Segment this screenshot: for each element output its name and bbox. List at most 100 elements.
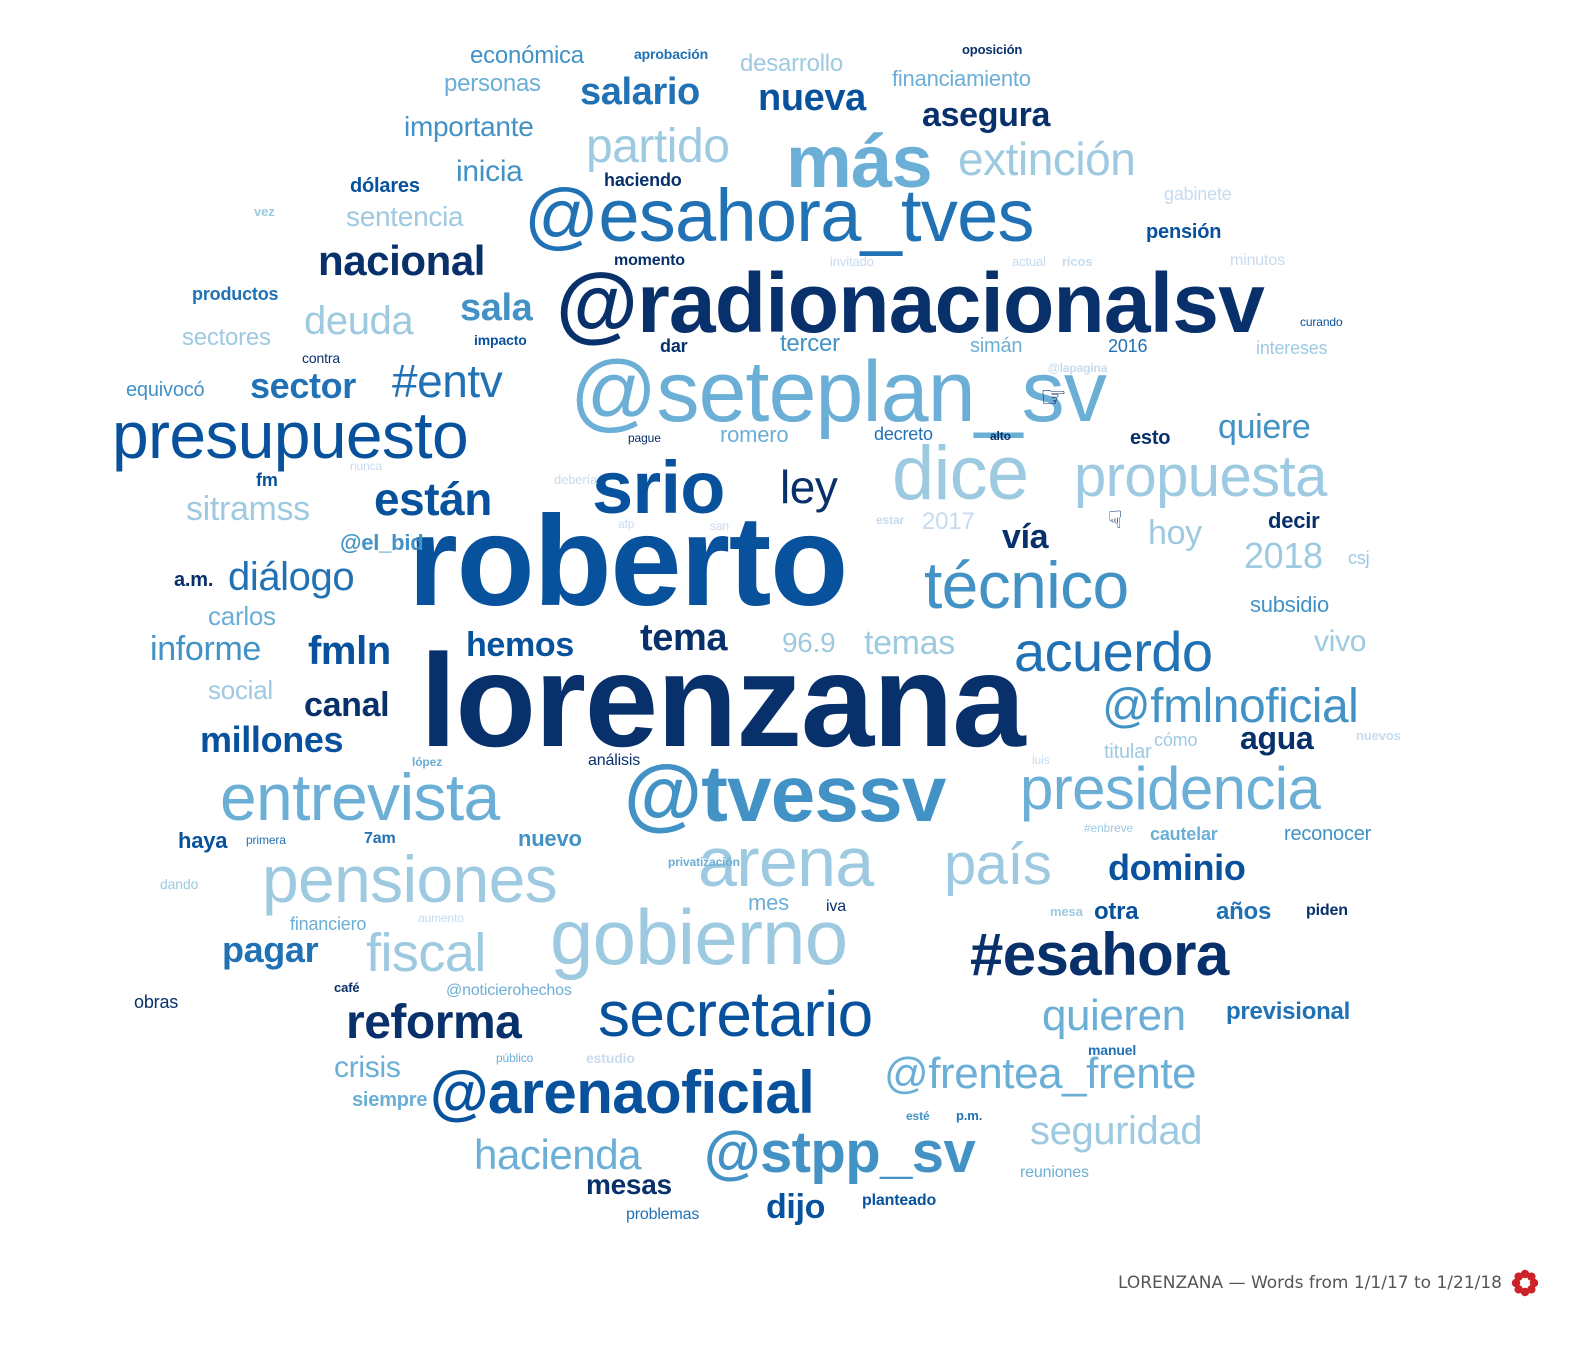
word-hacienda: hacienda [474, 1130, 642, 1178]
word-ricos: ricos [1062, 254, 1093, 270]
word-entrevista: entrevista [220, 759, 500, 834]
pointing-hand-right-icon: ☞ [1040, 380, 1067, 416]
word-pagar: pagar [222, 929, 319, 971]
word-esahora: #esahora [970, 920, 1229, 988]
word-presupuesto: presupuesto [112, 397, 469, 472]
word-sector: sector [250, 365, 356, 407]
word-pension: pensión [1146, 220, 1222, 243]
word-como: cómo [1154, 730, 1198, 751]
word-subsidio: subsidio [1250, 591, 1329, 617]
word-momento: momento [614, 251, 685, 269]
word-personas: personas [444, 70, 541, 98]
logo-petal [1511, 1278, 1521, 1288]
word-piden: piden [1306, 901, 1348, 919]
word-primera: primera [246, 833, 286, 848]
word-problemas: problemas [626, 1205, 700, 1223]
word-intereses: intereses [1256, 338, 1328, 359]
word-san: san [710, 519, 729, 534]
word-quiere: quiere [1218, 408, 1311, 447]
word-equivoco: equivocó [126, 378, 205, 401]
word-contra: contra [302, 349, 341, 366]
word-extincion: extinción [958, 133, 1136, 186]
word-este: esté [906, 1109, 930, 1124]
word-decreto: decreto [874, 424, 933, 445]
word-afp: afp [618, 517, 635, 532]
word-estudio: estudio [586, 1049, 635, 1066]
word-dolares: dólares [350, 174, 420, 197]
word-dice: dice [892, 430, 1029, 516]
word-financiero: financiero [290, 914, 367, 935]
word-presidencia: presidencia [1020, 754, 1321, 822]
word-lapagina: @lapagina [1048, 361, 1108, 376]
word-impacto: impacto [474, 331, 527, 348]
word-arenaoficial: @arenaoficial [430, 1058, 815, 1126]
word-salario: salario [580, 70, 700, 113]
word-p-m: p.m. [956, 1108, 983, 1124]
word-obras: obras [134, 992, 179, 1013]
word-carlos: carlos [208, 600, 276, 631]
word-sala: sala [460, 286, 533, 329]
word-dijo: dijo [766, 1188, 826, 1227]
word-economica: económica [470, 42, 584, 70]
word-csj: csj [1348, 548, 1370, 569]
word-importante: importante [404, 111, 534, 143]
word-nueva: nueva [758, 76, 866, 119]
word-estar: estar [876, 513, 905, 528]
word-stpp-sv: @stpp_sv [704, 1120, 976, 1186]
word-minutos: minutos [1230, 251, 1285, 269]
word-haciendo: haciendo [604, 170, 682, 191]
word-pais: país [944, 832, 1052, 898]
word-millones: millones [200, 719, 344, 761]
word-desarrollo: desarrollo [740, 50, 843, 78]
word-iva: iva [826, 897, 846, 915]
word-tecnico: técnico [924, 547, 1129, 622]
word-vez: vez [254, 204, 275, 220]
word-productos: productos [192, 284, 279, 305]
logo-petal [1520, 1269, 1530, 1279]
logo-petal [1514, 1272, 1523, 1281]
word-previsional: previsional [1226, 998, 1351, 1026]
word-informe: informe [150, 630, 261, 669]
word-romero: romero [720, 421, 789, 447]
word-2017: 2017 [922, 508, 975, 536]
logo-center [1522, 1280, 1528, 1286]
word-via: vía [1002, 518, 1049, 557]
word-radionacionalsv: @radionacionalsv [556, 256, 1265, 351]
word-curando: curando [1300, 315, 1343, 330]
word-el-bid: @el_bid [340, 529, 424, 555]
word-pague: pague [628, 431, 661, 446]
word-quieren: quieren [1042, 990, 1186, 1040]
word-pensiones: pensiones [262, 841, 558, 916]
word-oposicion: oposición [962, 42, 1023, 58]
word-titular: titular [1104, 740, 1152, 763]
word-canal: canal [304, 686, 390, 725]
word-sectores: sectores [182, 324, 271, 352]
word-esto: esto [1130, 426, 1171, 449]
word-vivo: vivo [1314, 625, 1367, 659]
pointing-hand-down-icon: ☟ [1108, 506, 1123, 535]
word-planteado: planteado [862, 1191, 937, 1209]
word-tercer: tercer [780, 330, 840, 358]
word-gobierno: gobierno [550, 893, 848, 982]
word-anos: años [1216, 898, 1272, 926]
word-reuniones: reuniones [1020, 1163, 1089, 1181]
word-manuel: manuel [1088, 1041, 1137, 1058]
logo-petal [1529, 1278, 1539, 1288]
word-reconocer: reconocer [1284, 822, 1372, 845]
word-mas: más [786, 120, 933, 204]
word-mesas: mesas [586, 1169, 672, 1201]
word-roberto: roberto [408, 490, 848, 634]
word-luis: luis [1032, 753, 1050, 768]
word-invitado: invitado [830, 254, 874, 270]
word-crisis: crisis [334, 1051, 401, 1085]
word-a-m: a.m. [174, 568, 214, 591]
word-deuda: deuda [304, 299, 414, 344]
logo-petal [1527, 1285, 1536, 1294]
word-seteplan-sv: @seteplan_sv [570, 344, 1107, 441]
word-lorenzana: lorenzana [420, 626, 1026, 774]
logo-petal [1514, 1285, 1523, 1294]
word-social: social [208, 674, 273, 705]
word-financiamiento: financiamiento [892, 65, 1031, 91]
word-publico: público [496, 1051, 534, 1066]
word-temas: temas [864, 624, 955, 663]
